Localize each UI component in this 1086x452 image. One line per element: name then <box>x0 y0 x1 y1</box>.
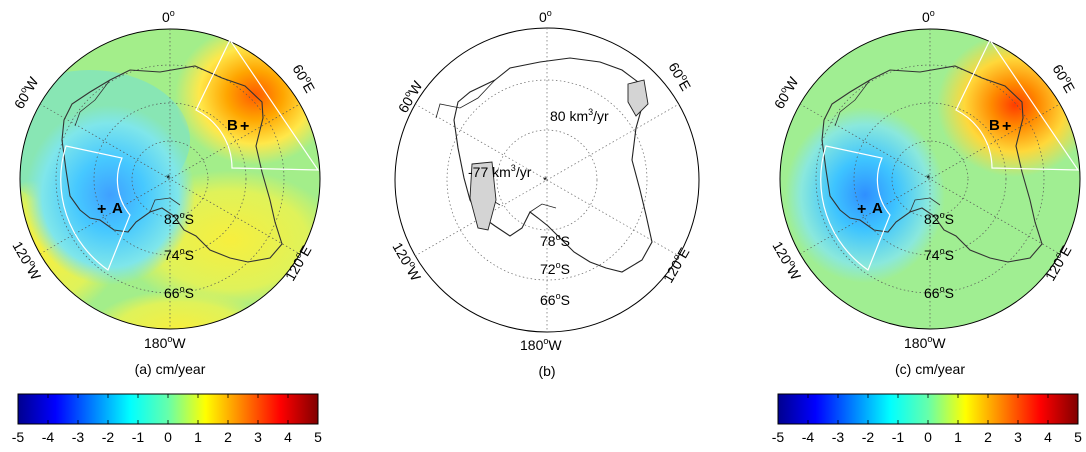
graticule <box>39 29 301 329</box>
svg-text:180oW: 180oW <box>904 334 946 351</box>
caption-c: (c) cm/year <box>895 361 965 377</box>
velocity-field-c <box>780 29 1080 329</box>
panel-a: * + A B + 82oS 74oS 66oS 0o 60oW 60oE 12… <box>9 8 322 445</box>
point-b: B + <box>989 117 1011 135</box>
svg-text:120oW: 120oW <box>9 238 45 283</box>
south-pole-marker: * <box>166 173 171 185</box>
colorbar-c: -5 -4 -3 -2 -1 0 1 2 3 4 5 <box>772 393 1082 445</box>
south-pole-marker: * <box>926 173 931 185</box>
colorbar-tick-label: -2 <box>102 429 115 445</box>
svg-text:72oS: 72oS <box>540 260 570 277</box>
graticule <box>414 28 680 332</box>
svg-text:0o: 0o <box>539 8 552 25</box>
graticule <box>799 29 1061 329</box>
colorbar-tick-label: 1 <box>954 429 962 445</box>
svg-text:+: + <box>240 118 249 135</box>
latitude-labels: 82oS 74oS 66oS <box>924 210 954 301</box>
longitude-labels: 0o 60oW 60oE 120oW 120oE 180oW <box>9 8 319 351</box>
caption-a: (a) cm/year <box>135 361 206 377</box>
svg-text:60oW: 60oW <box>770 73 802 111</box>
svg-text:60oE: 60oE <box>1049 61 1079 95</box>
ice-shelf-outline <box>834 79 941 213</box>
region-boxes <box>60 38 320 271</box>
svg-text:82oS: 82oS <box>164 210 194 227</box>
svg-text:180oW: 180oW <box>144 334 186 351</box>
caption-b: (b) <box>538 363 555 379</box>
svg-text:60oW: 60oW <box>394 77 426 115</box>
colorbar-tick-label: -4 <box>802 429 815 445</box>
colorbar-tick-label: -5 <box>772 429 785 445</box>
south-pole-marker: * <box>543 175 548 187</box>
colorbar-tick-label: 0 <box>164 429 172 445</box>
annotation-east: 80 km3/yr <box>550 107 609 124</box>
latitude-labels: 78oS 72oS 66oS <box>540 232 570 308</box>
svg-text:B: B <box>989 117 1000 134</box>
colorbar-tick-label: -3 <box>832 429 845 445</box>
svg-text:74oS: 74oS <box>924 246 954 263</box>
ice-shelf-outline <box>74 79 181 213</box>
svg-text:60oW: 60oW <box>10 73 42 111</box>
antarctica-coastline <box>453 57 653 273</box>
svg-text:0o: 0o <box>922 8 935 25</box>
mass-annotations: 80 km3/yr -77 km3/yr <box>468 107 609 180</box>
point-b: B + <box>227 117 249 135</box>
colorbar-tick-label: 5 <box>1074 429 1082 445</box>
latitude-labels: 82oS 74oS 66oS <box>164 210 194 301</box>
colorbar-tick-label: 3 <box>1014 429 1022 445</box>
svg-text:180oW: 180oW <box>520 336 562 353</box>
region-boxes <box>820 38 1080 271</box>
colorbar-tick-label: -5 <box>12 429 25 445</box>
colorbar-tick-label: -4 <box>42 429 55 445</box>
svg-text:+: + <box>1002 118 1011 135</box>
colorbar-tick-label: 4 <box>284 429 292 445</box>
antarctica-coastline <box>821 65 1043 263</box>
svg-text:78oS: 78oS <box>540 232 570 249</box>
svg-text:A: A <box>872 200 883 217</box>
svg-text:+: + <box>97 201 106 218</box>
colorbar-tick-label: -3 <box>72 429 85 445</box>
svg-text:+: + <box>857 201 866 218</box>
panel-b: * 80 km3/yr -77 km3/yr 78oS 72oS 66oS 0o… <box>389 8 700 379</box>
colorbar-tick-label: -1 <box>132 429 145 445</box>
colorbar-tick-label: 2 <box>984 429 992 445</box>
svg-text:66oS: 66oS <box>164 284 194 301</box>
colorbar-tick-label: 2 <box>224 429 232 445</box>
longitude-labels: 0o 60oW 60oE 120oW 120oE 180oW <box>769 8 1079 351</box>
antarctica-coastline <box>61 65 283 263</box>
drainage-basins <box>469 79 649 231</box>
annotation-west: -77 km3/yr <box>468 163 532 180</box>
panel-c: * + A B + 82oS 74oS 66oS 0o 60oW 60oE 12… <box>769 8 1082 445</box>
colorbar-tick-label: 3 <box>254 429 262 445</box>
svg-text:B: B <box>227 117 238 134</box>
point-a: + A <box>857 200 883 218</box>
svg-text:60oE: 60oE <box>665 59 695 93</box>
svg-text:74oS: 74oS <box>164 246 194 263</box>
colorbar-tick-label: -2 <box>862 429 875 445</box>
svg-text:66oS: 66oS <box>924 284 954 301</box>
svg-text:0o: 0o <box>162 8 175 25</box>
svg-text:60oE: 60oE <box>289 61 319 95</box>
svg-text:66oS: 66oS <box>540 291 570 308</box>
colorbar-a: -5 -4 -3 -2 -1 0 1 2 3 4 5 <box>12 393 322 445</box>
colorbar-tick-label: 5 <box>314 429 322 445</box>
svg-text:A: A <box>112 200 123 217</box>
colorbar-tick-label: 0 <box>924 429 932 445</box>
point-a: + A <box>97 200 123 218</box>
colorbar-tick-label: 1 <box>194 429 202 445</box>
svg-text:82oS: 82oS <box>924 210 954 227</box>
colorbar-tick-label: -1 <box>892 429 905 445</box>
colorbar-tick-label: 4 <box>1044 429 1052 445</box>
